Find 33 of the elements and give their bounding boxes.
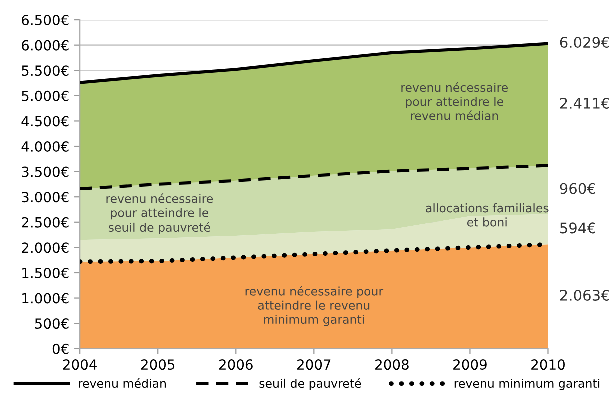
x-tick-label: 2010	[532, 360, 565, 370]
y-tick-label: 3.500€	[22, 166, 69, 178]
x-tick-label: 2009	[454, 360, 487, 370]
annotation: revenu nécessaire pour atteindre le revenu médian	[402, 82, 508, 120]
text: 2.063€	[560, 290, 610, 301]
y-tick-label: 3.000€	[22, 192, 69, 203]
text: 2.411€	[560, 98, 610, 110]
x-tick-label: 2004	[63, 360, 97, 370]
annotation: revenu nécessaire pour atteindre le revenu minimum garanti	[246, 286, 384, 326]
annotation: allocations familiales et boni	[426, 204, 549, 227]
y-tick-label: 2.500€	[22, 217, 69, 228]
x-tick-label: 2005	[141, 360, 175, 370]
annotation: revenu nécessaire pour atteindre le seuil de pauvreté	[106, 194, 214, 234]
y-tick-label: 1.500€	[22, 268, 69, 278]
text: 960€	[560, 183, 596, 194]
y-tick-label: 5.500€	[22, 66, 69, 76]
y-tick-label: 2.000€	[22, 242, 69, 254]
y-tick-label: 6.500€	[22, 15, 69, 26]
x-tick-label: 2008	[376, 360, 409, 370]
y-tick-label: 4.500€	[22, 116, 69, 127]
text: 6.029€	[560, 37, 610, 48]
legend-label: revenu minimum garanti	[454, 378, 600, 390]
text: 594€	[560, 222, 596, 234]
legend-label: revenu médian	[79, 378, 166, 388]
y-tick-label: 4.000€	[22, 141, 69, 152]
x-tick-label: 2007	[298, 360, 331, 370]
y-tick-label: 0€	[52, 344, 69, 354]
x-tick-label: 2006	[219, 360, 253, 370]
y-tick-label: 1.000€	[22, 293, 69, 304]
y-tick-label: 6.000€	[22, 40, 69, 51]
legend-label: seuil de pauvreté	[260, 378, 362, 390]
y-tick-label: 5.000€	[22, 90, 69, 102]
y-tick-label: 500€	[35, 318, 69, 330]
